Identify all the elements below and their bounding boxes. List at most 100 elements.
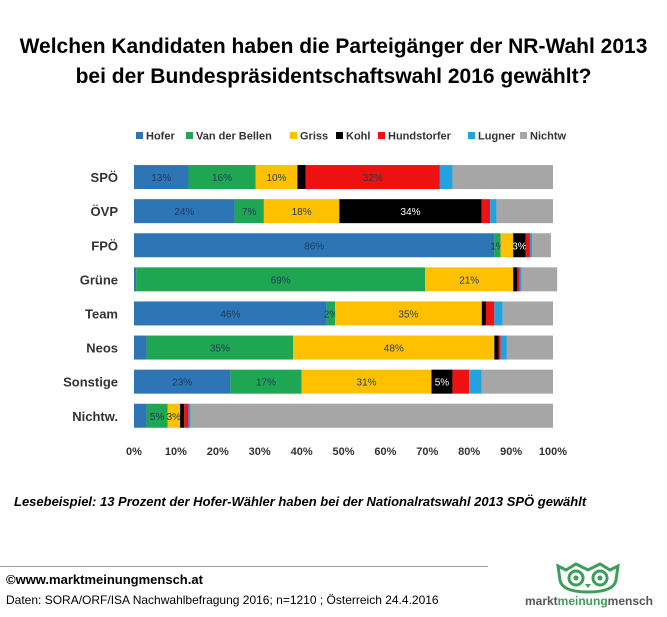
data-label-nichtw-van-der-bellen: 5% [150,412,165,423]
category-label-spo: SPÖ [91,170,118,185]
bar-neos-nichtw [506,335,553,360]
brand-logo: marktmeinungmensch [519,560,659,612]
bar-spo-nichtw [452,165,553,190]
legend-swatch-griss [290,132,297,139]
bar-grune-hundstorfer [517,267,520,292]
bar-ovp-nichtw [496,199,553,224]
chart-title-line-2: bei der Bundespräsidentschaftswahl 2016 … [75,65,592,88]
bar-fpo-hofer [134,233,495,258]
bar-neos-lugner [500,335,507,360]
bar-nichtw-van-der-bellen [146,403,168,428]
bar-team-hundstorfer [485,301,495,326]
category-label-grune: Grüne [80,272,118,287]
data-label-fpo-hofer: 86% [304,241,324,252]
bar-fpo-lugner [529,233,533,258]
bar-spo-kohl [297,165,306,190]
copyright-text: ©www.marktmeinungmensch.at [6,572,203,587]
category-label-fpo: FPÖ [91,238,118,253]
legend-label-kohl: Kohl [346,131,370,143]
bar-sonstige-van-der-bellen [230,369,302,394]
bar-neos-griss [293,335,495,360]
bar-neos-hofer [134,335,147,360]
bar-neos-kohl [494,335,499,360]
chart-bars: 13% 16% 10% 32% 24% 7% 18% 34% 86% 1% 3% 69% 21% 46% 2… [134,165,558,428]
category-label-nichtw: Nichtw. [72,409,118,424]
data-label-grune-griss: 21% [459,275,479,286]
bar-fpo-nichtw [532,233,551,258]
data-label-grune-van-der-bellen: 69% [271,275,291,286]
x-tick-label: 60% [374,446,396,458]
bar-team-nichtw [502,301,553,326]
stacked-bar-chart: Hofer Van der Bellen Griss Kohl Hundstorfer L… [63,131,567,459]
bar-team-lugner [494,301,503,326]
x-tick-label: 50% [332,446,354,458]
bar-ovp-hofer [134,199,235,224]
legend-swatch-nichtw [520,132,527,139]
bar-team-hofer [134,301,327,326]
bar-fpo-griss [500,233,514,258]
x-tick-label: 40% [291,446,313,458]
bar-sonstige-hundstorfer [452,369,470,394]
data-label-ovp-hofer: 24% [174,207,194,218]
data-label-team-hofer: 46% [220,309,240,320]
bar-sonstige-griss [301,369,432,394]
bar-nichtw-hofer [134,403,147,428]
x-tick-label: 100% [539,446,567,458]
bar-team-van-der-bellen [326,301,336,326]
data-label-fpo-kohl: 3% [512,241,527,252]
bar-nichtw-hundstorfer [184,403,189,428]
legend-label-van-der-bellen: Van der Bellen [196,131,272,143]
x-tick-label: 30% [249,446,271,458]
bar-nichtw-lugner [188,403,191,428]
bar-team-kohl [481,301,486,326]
data-label-ovp-van-der-bellen: 7% [242,207,257,218]
chart-legend: Hofer Van der Bellen Griss Kohl Hundstorfer L… [136,131,567,143]
bar-grune-griss [425,267,514,292]
data-label-team-griss: 35% [398,309,418,320]
data-label-neos-griss: 48% [384,344,404,355]
legend-label-hofer: Hofer [146,131,175,143]
logo-word-1: markt [524,594,558,608]
category-label-sonstige: Sonstige [63,375,118,390]
legend-swatch-van-der-bellen [186,132,193,139]
y-axis-labels: SPÖ ÖVP FPÖ Grüne Team Neos Sonstige Nichtw. [63,170,118,424]
logo-word-2: meinung [557,594,608,608]
bar-nichtw-kohl [180,403,185,428]
bar-spo-hundstorfer [305,165,440,190]
bar-sonstige-lugner [469,369,482,394]
bar-spo-griss [255,165,298,190]
chart-title: Welchen Kandidaten haben die Parteigänge… [0,32,667,92]
logo-word-3: mensch [607,594,654,608]
bar-ovp-kohl [339,199,482,224]
data-label-team-van-der-bellen: 2% [324,309,339,320]
data-label-spo-van-der-bellen: 16% [212,173,232,184]
bar-nichtw-nichtw [190,403,553,428]
bar-ovp-lugner [490,199,497,224]
legend-label-lugner: Lugner [478,131,516,143]
x-tick-label: 70% [416,446,438,458]
legend-label-hundstorfer: Hundstorfer [388,131,452,143]
data-label-spo-hofer: 13% [151,173,171,184]
bar-spo-van-der-bellen [188,165,256,190]
x-tick-label: 0% [126,446,142,458]
x-tick-label: 20% [207,446,229,458]
bar-ovp-hundstorfer [481,199,491,224]
legend-swatch-hundstorfer [378,132,385,139]
bar-grune-kohl [513,267,518,292]
chart-title-line-1: Welchen Kandidaten haben die Parteigänge… [19,35,648,58]
legend-label-nichtw: Nichtw [530,131,567,143]
data-label-spo-hundstorfer: 32% [363,173,383,184]
bar-neos-van-der-bellen [146,335,294,360]
data-label-sonstige-griss: 31% [357,378,377,389]
data-label-fpo-van-der-bellen: 1% [490,241,505,252]
bar-spo-lugner [439,165,453,190]
bar-grune-nichtw [521,267,558,292]
footer-divider [0,566,488,567]
category-label-neos: Neos [86,341,118,356]
bar-team-griss [335,301,482,326]
category-label-team: Team [85,306,118,321]
bar-neos-hundstorfer [498,335,501,360]
data-label-spo-griss: 10% [266,173,286,184]
category-label-ovp: ÖVP [91,204,119,219]
bar-sonstige-kohl [431,369,453,394]
